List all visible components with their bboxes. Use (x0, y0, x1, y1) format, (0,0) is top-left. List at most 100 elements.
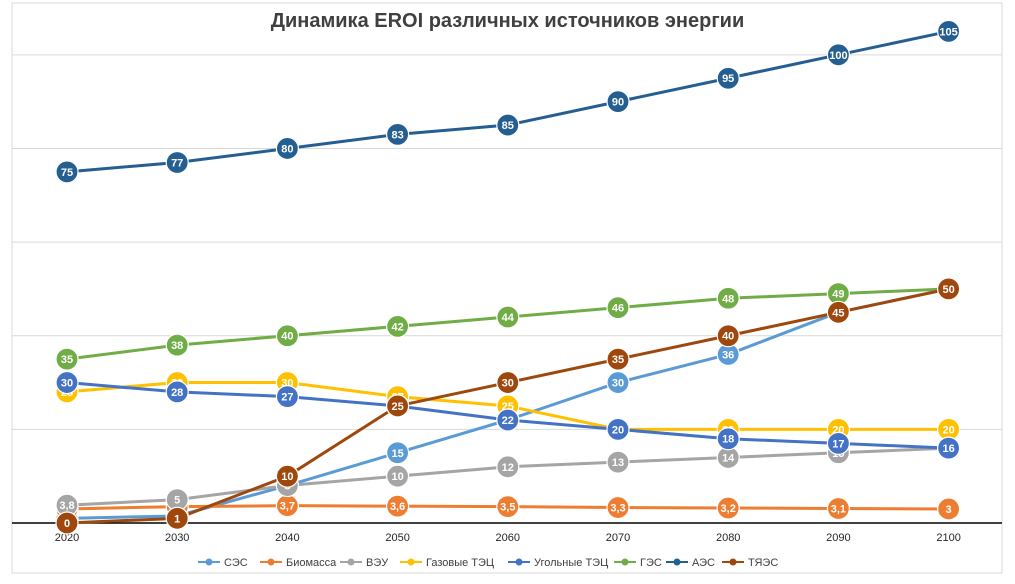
data-point (386, 441, 410, 465)
data-label: 3,2 (721, 503, 736, 515)
data-label: 42 (391, 321, 403, 333)
data-point (606, 450, 630, 474)
data-point (826, 43, 851, 67)
data-label: 20 (612, 424, 624, 436)
data-label: 1 (174, 513, 180, 525)
data-point (716, 286, 740, 310)
data-label: 16 (942, 443, 954, 455)
data-label: 12 (502, 462, 514, 474)
data-label: 85 (502, 120, 514, 132)
x-axis-ticks: 2020 2030 2040 2050 2060 2070 2080 2090 2100 (55, 532, 961, 544)
x-tick-label: 2100 (936, 532, 960, 544)
x-tick-label: 2080 (716, 532, 740, 544)
data-label: 13 (612, 457, 624, 469)
data-label: 44 (502, 312, 515, 324)
x-tick-label: 2050 (385, 532, 409, 544)
data-point (716, 427, 740, 451)
series-line-АЭС (66, 29, 949, 174)
legend-marker (205, 558, 213, 566)
data-point (936, 277, 961, 301)
data-point (936, 497, 961, 521)
data-point (386, 314, 410, 338)
data-label: 90 (612, 97, 624, 109)
data-label: 14 (722, 452, 735, 464)
data-label: 48 (722, 293, 734, 305)
legend-label: ТЯЭС (748, 557, 778, 569)
data-label: 45 (832, 307, 844, 319)
data-label: 3,7 (280, 501, 295, 513)
data-label: 3,5 (500, 502, 515, 514)
x-tick-label: 2090 (826, 532, 850, 544)
data-point (716, 496, 740, 520)
data-point (496, 408, 520, 432)
x-tick-label: 2020 (55, 532, 79, 544)
data-point (55, 347, 79, 371)
legend-marker (515, 558, 523, 566)
data-label: 28 (171, 387, 183, 399)
data-label: 10 (281, 471, 293, 483)
x-tick-label: 2030 (165, 532, 189, 544)
data-point (496, 495, 520, 519)
data-label: 15 (391, 448, 403, 460)
data-point (606, 296, 630, 320)
data-label: 83 (391, 129, 403, 141)
data-point (386, 464, 410, 488)
data-point (606, 370, 630, 395)
series-markers: 11,581522303633,53,73,63,53,33,23,133,85… (55, 19, 961, 535)
data-point (496, 113, 520, 137)
data-point (826, 496, 851, 521)
data-point (496, 305, 520, 329)
data-point (386, 494, 410, 518)
data-label: 50 (942, 284, 954, 296)
legend-marker (673, 558, 681, 566)
legend-marker (621, 558, 629, 566)
data-point (55, 511, 79, 535)
data-point (606, 495, 630, 520)
data-label: 5 (174, 495, 180, 507)
data-point (165, 333, 189, 357)
data-point (165, 380, 189, 404)
data-point (165, 150, 189, 175)
data-point (165, 506, 189, 530)
data-label: 3,1 (831, 503, 846, 515)
data-label: 3,8 (59, 500, 74, 512)
data-label: 10 (391, 471, 403, 483)
x-tick-label: 2060 (496, 532, 520, 544)
data-label: 105 (939, 26, 957, 38)
data-label: 18 (722, 434, 734, 446)
data-label: 95 (722, 73, 734, 85)
x-tick-label: 2040 (275, 532, 299, 544)
data-label: 75 (61, 167, 73, 179)
data-point (55, 160, 79, 184)
data-label: 35 (612, 354, 624, 366)
data-label: 38 (171, 340, 183, 352)
data-point (716, 66, 740, 90)
data-point (826, 431, 851, 456)
data-label: 30 (612, 378, 624, 390)
data-point (386, 122, 410, 147)
legend-marker (729, 558, 737, 566)
data-point (606, 417, 630, 441)
data-label: 30 (61, 378, 73, 390)
data-label: 25 (391, 401, 403, 413)
legend-label: СЭС (224, 557, 248, 569)
data-label: 40 (281, 331, 293, 343)
data-label: 35 (61, 354, 73, 366)
legend-marker (267, 558, 275, 566)
legend-label: ВЭУ (366, 557, 389, 569)
data-label: 3 (946, 504, 952, 516)
data-label: 20 (942, 424, 954, 436)
data-label: 46 (612, 303, 624, 315)
data-point (936, 436, 961, 460)
data-point (716, 324, 740, 348)
series-lines (66, 29, 949, 525)
legend-label: ГЭС (640, 557, 662, 569)
data-point (606, 90, 630, 114)
data-label: 27 (281, 392, 293, 404)
legend-label: Угольные ТЭЦ (534, 557, 608, 569)
data-point (275, 136, 299, 161)
data-point (386, 394, 410, 418)
data-label: 0 (64, 518, 70, 530)
legend: СЭС Биомасса ВЭУ Газовые ТЭЦ Угольные ТЭЦ ГЭС… (198, 557, 778, 569)
